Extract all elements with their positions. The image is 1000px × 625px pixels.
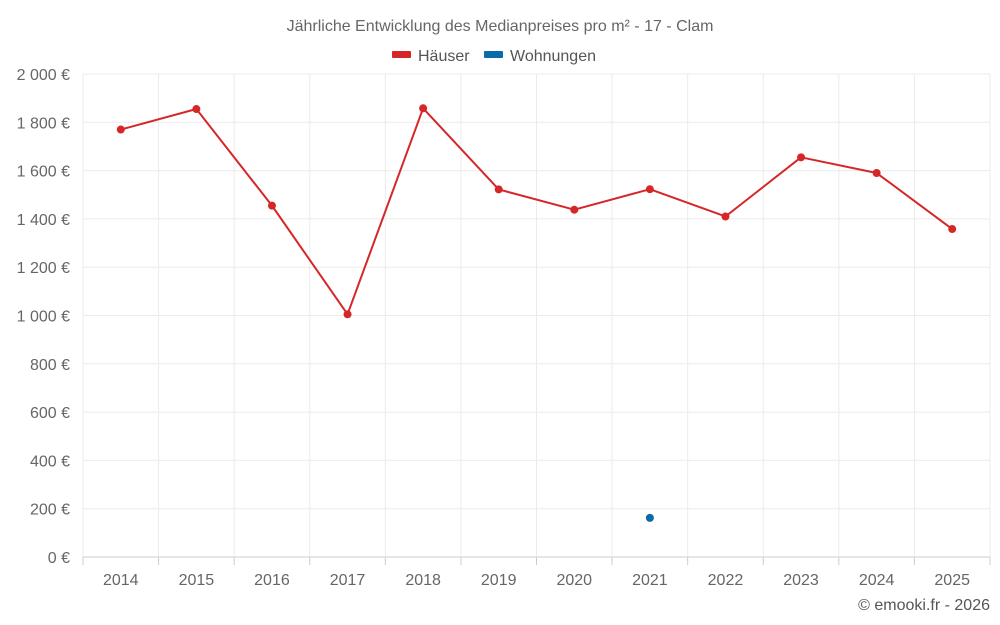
legend-swatch-wohnungen[interactable] bbox=[484, 51, 503, 58]
data-point-hauser[interactable] bbox=[192, 105, 201, 114]
data-point-wohnungen[interactable] bbox=[645, 513, 654, 522]
y-tick-label: 600 € bbox=[30, 405, 70, 422]
data-point-hauser[interactable] bbox=[419, 104, 428, 113]
grid bbox=[82, 73, 991, 565]
y-tick-label: 400 € bbox=[30, 453, 70, 470]
legend-label-wohnungen[interactable]: Wohnungen bbox=[510, 48, 596, 65]
data-point-hauser[interactable] bbox=[645, 185, 654, 194]
series-line-hauser bbox=[120, 107, 953, 316]
y-tick-label: 2 000 € bbox=[17, 67, 70, 84]
y-tick-label: 1 800 € bbox=[17, 115, 70, 132]
chart-title: Jährliche Entwicklung des Medianpreises … bbox=[287, 18, 714, 35]
x-tick-label: 2018 bbox=[405, 572, 441, 589]
x-tick-label: 2024 bbox=[859, 572, 895, 589]
y-axis-labels: 0 € 200 € 400 € 600 € 800 € 1 000 € 1 200 € 1 4… bbox=[17, 67, 70, 567]
data-point-hauser[interactable] bbox=[343, 310, 352, 319]
y-tick-label: 200 € bbox=[30, 502, 70, 519]
x-axis-labels: 2014 2015 2016 2017 2018 2019 2020 2021 2022 2023… bbox=[103, 572, 970, 589]
legend: Häuser Wohnungen bbox=[392, 48, 596, 65]
data-point-hauser[interactable] bbox=[116, 125, 125, 134]
data-point-hauser[interactable] bbox=[494, 185, 503, 194]
legend-label-hauser[interactable]: Häuser bbox=[418, 48, 470, 65]
x-tick-label: 2020 bbox=[556, 572, 592, 589]
data-point-hauser[interactable] bbox=[721, 212, 730, 221]
x-tick-label: 2022 bbox=[708, 572, 744, 589]
y-tick-label: 1 600 € bbox=[17, 164, 70, 181]
data-point-hauser[interactable] bbox=[797, 153, 806, 162]
x-tick-label: 2015 bbox=[179, 572, 215, 589]
x-tick-label: 2021 bbox=[632, 572, 668, 589]
x-tick-label: 2014 bbox=[103, 572, 139, 589]
data-point-hauser[interactable] bbox=[872, 169, 881, 178]
data-point-hauser[interactable] bbox=[570, 205, 579, 214]
data-point-hauser[interactable] bbox=[267, 201, 276, 210]
x-tick-label: 2023 bbox=[783, 572, 819, 589]
x-tick-label: 2025 bbox=[934, 572, 970, 589]
series-layer bbox=[116, 104, 957, 522]
y-tick-label: 1 200 € bbox=[17, 260, 70, 277]
credit-text: © emooki.fr - 2026 bbox=[858, 597, 990, 614]
y-tick-label: 0 € bbox=[48, 550, 70, 567]
x-tick-label: 2016 bbox=[254, 572, 290, 589]
legend-swatch-hauser[interactable] bbox=[392, 51, 411, 58]
data-point-hauser[interactable] bbox=[948, 225, 957, 234]
x-tick-label: 2019 bbox=[481, 572, 517, 589]
x-tick-label: 2017 bbox=[330, 572, 366, 589]
y-tick-label: 1 000 € bbox=[17, 309, 70, 326]
y-tick-label: 1 400 € bbox=[17, 212, 70, 229]
y-tick-label: 800 € bbox=[30, 357, 70, 374]
